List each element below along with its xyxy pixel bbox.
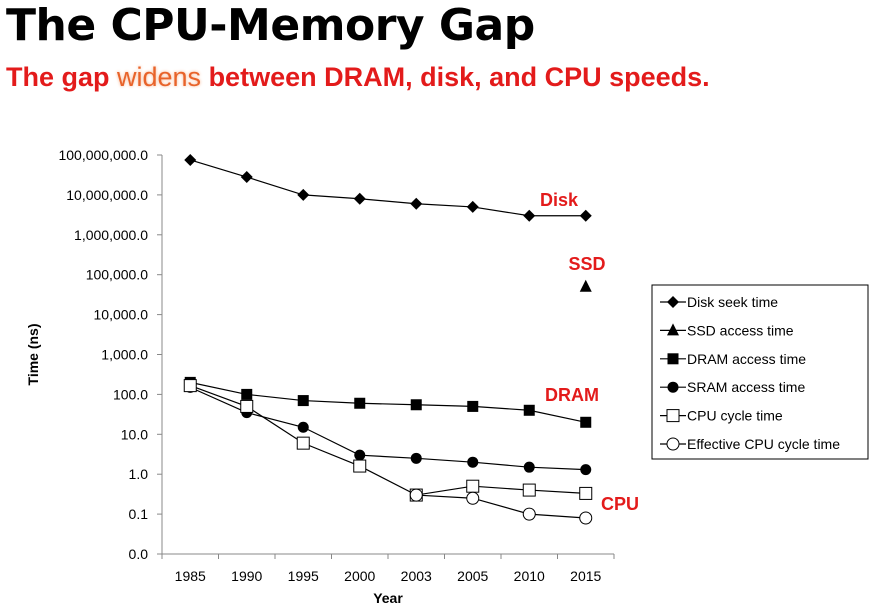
y-tick-label: 10,000.0 [94,307,149,323]
legend-label: DRAM access time [687,351,806,367]
x-tick-label: 1995 [288,568,319,584]
x-tick-label: 1985 [175,568,206,584]
data-point-sram-access-time [467,456,479,468]
data-point-dram-access-time [580,416,592,428]
y-tick-label: 0.0 [129,546,149,562]
annotation-cpu: CPU [601,494,639,514]
legend-swatch-marker [666,437,680,451]
y-tick-label: 1,000.0 [101,347,148,363]
legend-item-disk-seek-time: Disk seek time [660,294,778,310]
legend-swatch-marker [667,296,679,308]
y-tick-label: 100,000.0 [86,267,148,283]
data-point-disk-seek-time [240,171,253,184]
data-point-dram-access-time [297,395,309,407]
annotation-dram: DRAM [545,385,599,405]
chart-legend: Disk seek time SSD access time DRAM access… [651,284,869,460]
legend-item-cpu-cycle-time: CPU cycle time [660,408,783,424]
annotation-disk: Disk [540,190,579,210]
y-tick-label: 1,000,000.0 [74,227,148,243]
y-tick-label: 10,000,000.0 [66,187,148,203]
data-point-effective-cpu-cycle-time [409,488,423,502]
x-tick-label: 2005 [457,568,488,584]
legend-label: Effective CPU cycle time [687,436,840,452]
data-point-cpu-cycle-time [353,459,367,473]
slide-subtitle: The gap widens between DRAM, disk, and C… [6,62,710,93]
data-point-cpu-cycle-time [522,483,536,497]
data-point-sram-access-time [297,421,309,433]
legend-box [651,284,869,460]
y-tick-label: 100.0 [113,386,148,402]
data-point-cpu-cycle-time [466,479,480,493]
legend-label: SSD access time [687,322,794,338]
data-point-disk-seek-time [297,188,310,201]
y-tick-label: 0.1 [129,506,149,522]
chart-annotations: Disk SSD DRAM CPU [540,190,639,514]
data-point-sram-access-time [523,461,535,473]
data-point-effective-cpu-cycle-time [466,491,480,505]
data-point-disk-seek-time [466,200,479,213]
x-tick-label: 1990 [231,568,262,584]
data-point-disk-seek-time [523,209,536,222]
data-point-cpu-cycle-time [296,436,310,450]
subtitle-text-before: The gap [6,62,118,92]
series-line-disk-seek-time [190,159,586,217]
legend-item-effective-cpu-cycle-time: Effective CPU cycle time [660,436,840,452]
legend-swatch-marker [667,353,679,365]
legend-label: CPU cycle time [687,408,783,424]
chart-series [183,153,593,525]
x-tick-label: 2003 [401,568,432,584]
data-point-disk-seek-time [184,153,197,166]
series-disk-seek-time [184,153,592,222]
data-point-dram-access-time [354,397,366,409]
x-axis-title: Year [373,590,403,606]
series-line-dram-access-time [190,381,586,423]
data-point-disk-seek-time [410,197,423,210]
data-point-ssd-access-time [579,279,592,292]
data-point-cpu-cycle-time [183,379,197,393]
data-point-sram-access-time [580,464,592,476]
legend-swatch-marker [667,323,679,336]
data-point-disk-seek-time [353,192,366,205]
data-point-disk-seek-time [579,209,592,222]
x-tick-label: 2015 [570,568,601,584]
data-point-sram-access-time [354,449,366,461]
y-axis-title: Time (ns) [25,324,41,386]
data-point-effective-cpu-cycle-time [522,507,536,521]
x-tick-label: 2000 [344,568,375,584]
y-tick-label: 100,000,000.0 [58,147,148,163]
data-point-cpu-cycle-time [579,486,593,500]
y-tick-label: 10.0 [121,426,148,442]
legend-label: SRAM access time [687,379,805,395]
data-point-dram-access-time [467,400,479,412]
y-tick-label: 1.0 [129,466,149,482]
data-point-effective-cpu-cycle-time [579,511,593,525]
chart-axes: 0.0 0.1 1.0 10.0 100.0 1,000.0 10,000.0 100,000… [25,147,615,606]
data-point-sram-access-time [410,452,422,464]
data-point-dram-access-time [410,399,422,411]
slide-title: The CPU-Memory Gap [6,0,535,51]
x-tick-label: 2010 [514,568,545,584]
series-ssd-access-time [579,279,592,292]
legend-label: Disk seek time [687,294,778,310]
legend-item-ssd-access-time: SSD access time [660,322,794,338]
series-effective-cpu-cycle-time [409,488,593,525]
series-line-sram-access-time [190,386,586,471]
data-point-cpu-cycle-time [240,399,254,413]
annotation-ssd: SSD [568,254,605,274]
legend-swatch-marker [666,409,680,423]
subtitle-text-after: between DRAM, disk, and CPU speeds. [201,62,710,92]
legend-swatch-marker [667,381,679,393]
data-point-dram-access-time [241,388,253,400]
series-line-effective-cpu-cycle-time [416,494,586,519]
subtitle-highlight-word: widens [117,62,202,92]
series-line-cpu-cycle-time [190,385,586,496]
data-point-dram-access-time [523,404,535,416]
legend-item-sram-access-time: SRAM access time [660,379,805,395]
legend-item-dram-access-time: DRAM access time [660,351,806,367]
